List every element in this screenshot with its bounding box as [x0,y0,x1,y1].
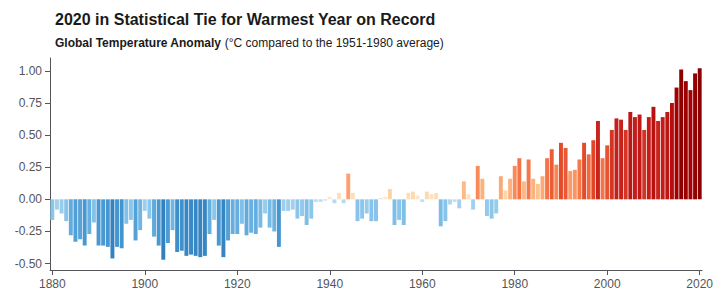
svg-text:1900: 1900 [131,277,158,291]
svg-text:1980: 1980 [501,277,528,291]
svg-text:0.75: 0.75 [19,96,43,110]
svg-text:(°C compared to the 1951-1980: (°C compared to the 1951-1980 average) [221,36,443,50]
svg-text:0.00: 0.00 [19,192,43,206]
svg-text:2000: 2000 [594,277,621,291]
svg-text:2020: 2020 [686,277,713,291]
svg-text:1960: 1960 [409,277,436,291]
svg-text:1940: 1940 [316,277,343,291]
svg-text:-0.50: -0.50 [15,257,43,271]
svg-text:-0.25: -0.25 [15,224,43,238]
svg-text:1.00: 1.00 [19,64,43,78]
svg-text:1880: 1880 [39,277,66,291]
svg-text:0.50: 0.50 [19,128,43,142]
svg-text:0.25: 0.25 [19,160,43,174]
svg-text:2020 in Statistical Tie for Wa: 2020 in Statistical Tie for Warmest Year… [55,11,435,28]
svg-text:Global Temperature Anomaly: Global Temperature Anomaly [55,36,221,50]
svg-text:1920: 1920 [224,277,251,291]
